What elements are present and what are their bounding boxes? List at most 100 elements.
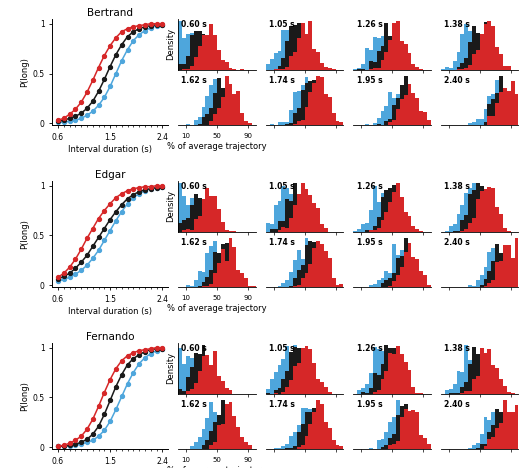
Bar — [301, 348, 305, 394]
Bar — [369, 231, 373, 232]
Bar — [320, 244, 324, 287]
Bar — [205, 41, 209, 70]
Bar — [285, 448, 289, 449]
Bar — [316, 437, 320, 449]
Bar — [476, 366, 480, 394]
Bar — [229, 67, 232, 70]
Bar — [388, 92, 392, 125]
Bar — [488, 431, 491, 449]
Bar — [297, 109, 301, 125]
Bar — [308, 66, 312, 70]
Bar — [217, 263, 221, 287]
Bar — [480, 378, 483, 394]
Bar — [488, 65, 491, 70]
Bar — [178, 64, 182, 70]
Bar — [332, 440, 336, 449]
Bar — [308, 60, 312, 70]
Bar — [328, 124, 332, 125]
Bar — [205, 114, 209, 125]
Bar — [240, 69, 244, 70]
Bar — [209, 390, 213, 394]
Bar — [511, 412, 515, 449]
Bar — [312, 409, 316, 449]
Bar — [221, 60, 225, 70]
Bar — [476, 443, 480, 449]
Bar — [305, 273, 308, 287]
Bar — [472, 445, 476, 449]
Bar — [400, 229, 404, 232]
Bar — [197, 271, 202, 287]
Bar — [499, 423, 503, 449]
Bar — [400, 104, 404, 125]
Bar — [301, 424, 305, 449]
Bar — [388, 188, 392, 232]
Bar — [320, 393, 324, 394]
Bar — [488, 283, 491, 287]
Bar — [332, 69, 336, 70]
Bar — [225, 95, 229, 125]
Bar — [182, 230, 186, 232]
Bar — [388, 40, 392, 70]
Bar — [202, 429, 205, 449]
Bar — [427, 285, 431, 287]
Bar — [202, 34, 205, 70]
Bar — [396, 258, 400, 287]
Bar — [213, 79, 217, 125]
Bar — [488, 372, 491, 394]
Text: 1.05 s: 1.05 s — [269, 20, 295, 29]
Bar — [404, 392, 407, 394]
Bar — [213, 114, 217, 125]
Bar — [186, 34, 190, 70]
Bar — [365, 393, 369, 394]
Text: 2.40 s: 2.40 s — [444, 76, 470, 85]
Bar — [361, 392, 365, 394]
Bar — [285, 199, 289, 232]
Bar — [278, 448, 281, 449]
Bar — [380, 447, 384, 449]
Bar — [232, 94, 237, 125]
Bar — [404, 76, 407, 125]
Bar — [316, 89, 320, 125]
Bar — [308, 241, 312, 287]
Bar — [392, 417, 396, 449]
Bar — [205, 286, 209, 287]
Bar — [194, 124, 197, 125]
Bar — [289, 448, 293, 449]
Bar — [324, 113, 328, 125]
Bar — [388, 348, 392, 394]
Bar — [194, 363, 197, 394]
Bar — [285, 280, 289, 287]
Bar — [400, 218, 404, 232]
Bar — [194, 219, 197, 232]
Bar — [377, 202, 380, 232]
Bar — [186, 205, 190, 232]
Bar — [453, 231, 456, 232]
Bar — [221, 432, 225, 449]
Bar — [225, 76, 229, 125]
Bar — [507, 412, 511, 449]
Bar — [194, 194, 197, 232]
Bar — [278, 230, 281, 232]
Bar — [361, 64, 365, 70]
Bar — [221, 401, 225, 449]
X-axis label: % of average trajectory: % of average trajectory — [167, 304, 267, 313]
Bar — [400, 267, 404, 287]
Bar — [186, 124, 190, 125]
Bar — [186, 285, 190, 287]
Bar — [308, 195, 312, 232]
Bar — [380, 220, 384, 232]
Bar — [453, 384, 456, 394]
Bar — [392, 348, 396, 394]
Bar — [289, 56, 293, 70]
Bar — [320, 404, 324, 449]
Bar — [472, 122, 476, 125]
Bar — [316, 401, 320, 449]
Bar — [202, 345, 205, 394]
Bar — [412, 226, 415, 232]
Bar — [427, 286, 431, 287]
Bar — [507, 392, 511, 394]
Bar — [301, 278, 305, 287]
Text: 1.05 s: 1.05 s — [269, 344, 295, 353]
Bar — [308, 393, 312, 394]
Text: 1.62 s: 1.62 s — [181, 238, 207, 247]
